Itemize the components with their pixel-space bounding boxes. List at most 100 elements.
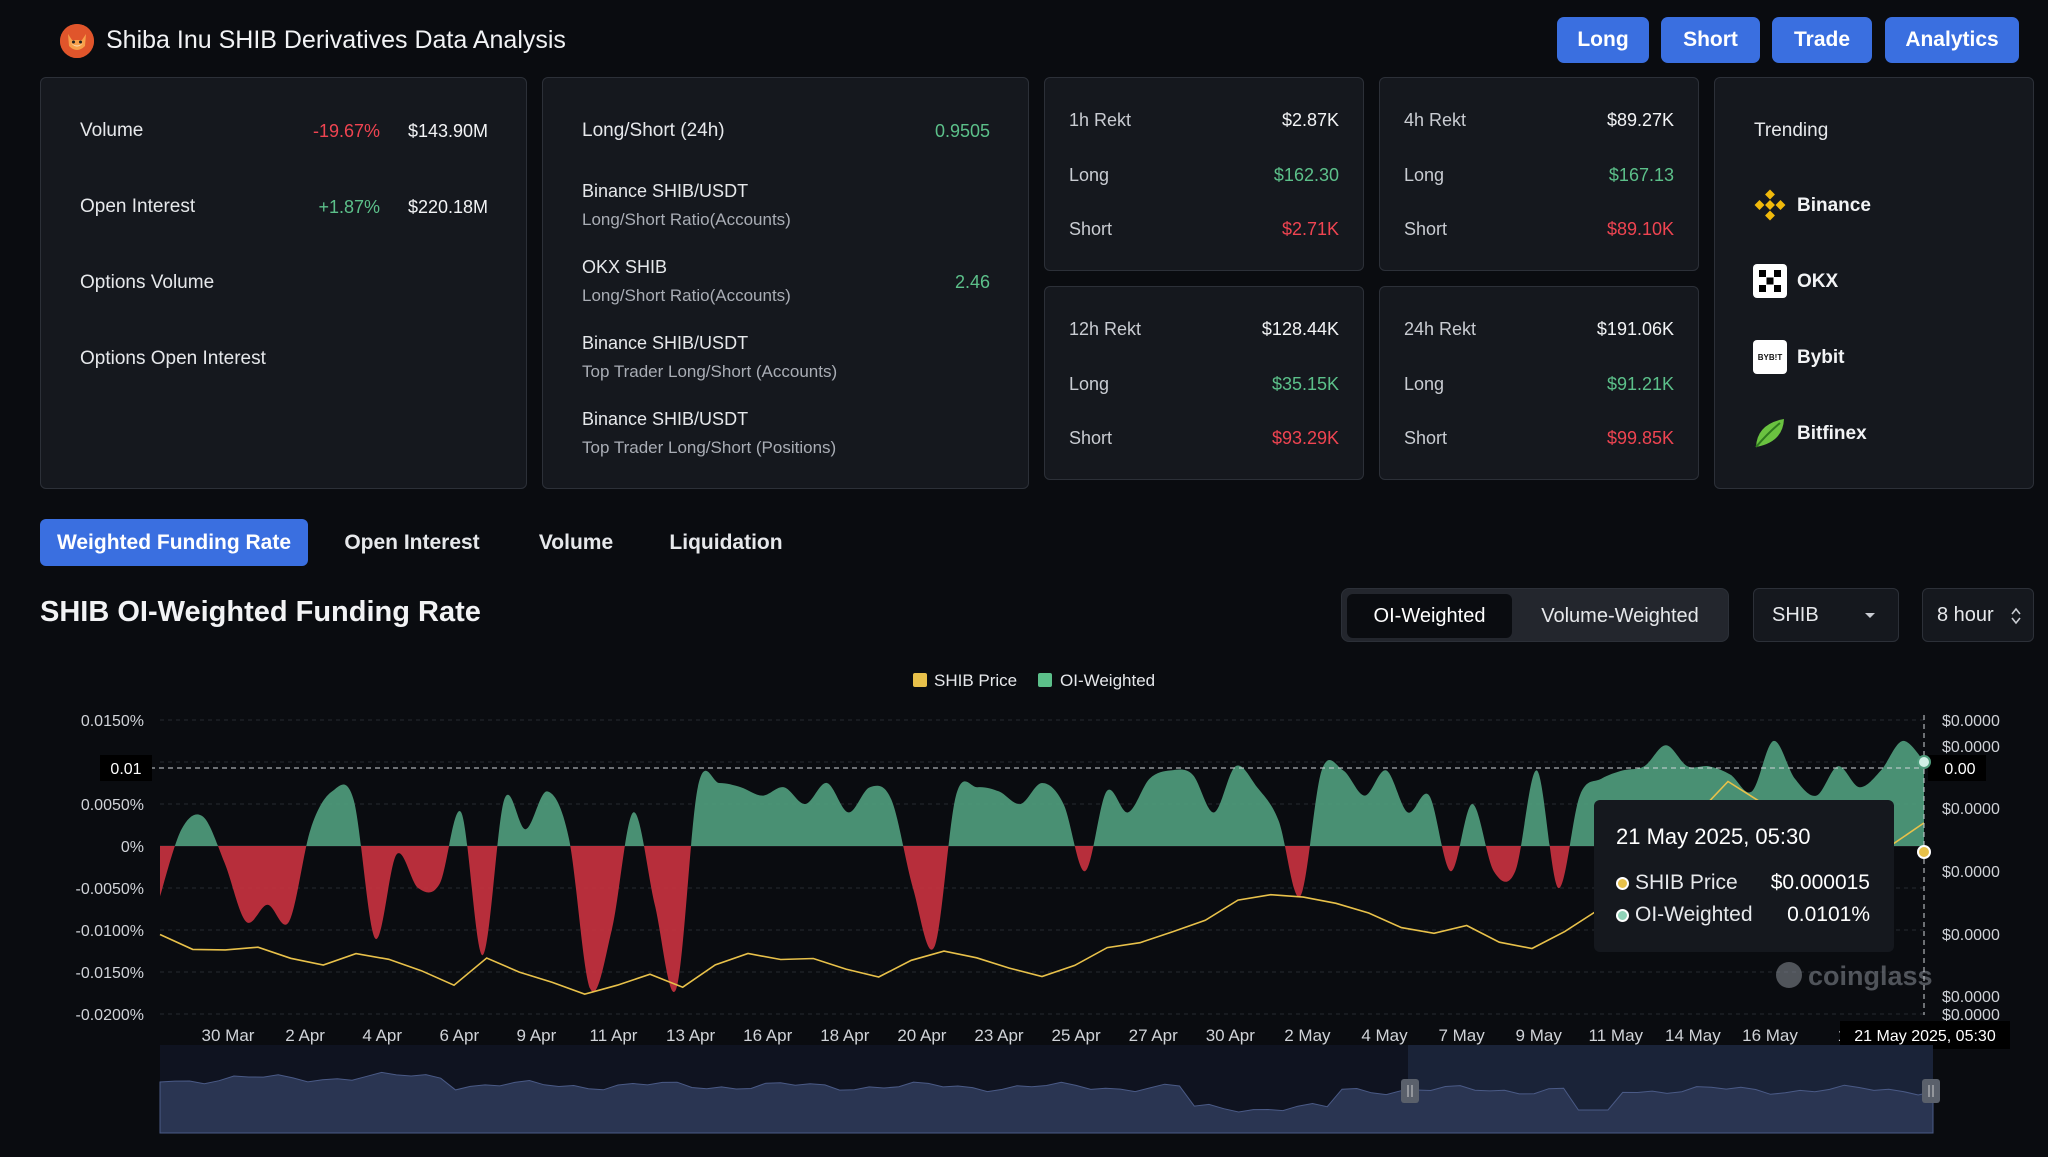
ratio-title[interactable]: Binance SHIB/USDT — [582, 181, 749, 201]
oi-dot-icon — [1616, 908, 1629, 922]
ratio-subtitle: Top Trader Long/Short (Positions) — [582, 438, 837, 457]
crosshair-right-box — [1928, 755, 1986, 781]
rekt-total: $89.27K — [1606, 110, 1674, 130]
crosshair-date-box — [1840, 1021, 2010, 1049]
volume-change: -19.67% — [312, 121, 380, 141]
up-down-chevron-icon — [2011, 607, 2021, 625]
rekt-long-value: $167.13 — [1608, 165, 1674, 185]
open-interest-value: $220.18M — [407, 197, 488, 217]
options-open-interest-label: Options Open Interest — [80, 348, 266, 369]
rekt-short-label: Short — [1069, 219, 1113, 239]
y-right-tick-label: $0.0000 — [1942, 713, 2000, 730]
y-tick-label: -0.0050% — [76, 881, 145, 898]
rekt-long-label: Long — [1069, 165, 1110, 185]
binance-icon — [1753, 188, 1787, 222]
crosshair-date-label: 21 May 2025, 05:30 — [1854, 1028, 1996, 1045]
options-volume-label: Options Volume — [80, 272, 215, 293]
y-tick-label: -0.0150% — [76, 965, 145, 982]
navigator-handle-left[interactable] — [1401, 1079, 1419, 1103]
ratio-title[interactable]: OKX SHIB — [582, 257, 668, 277]
x-tick-label: 4 Apr — [362, 1026, 402, 1045]
bitfinex-icon — [1753, 416, 1787, 450]
price-point-marker — [1917, 845, 1931, 859]
header: Shiba Inu SHIB Derivatives Data Analysis… — [0, 0, 2048, 78]
ratio-subtitle: Long/Short Ratio(Accounts) — [582, 210, 791, 229]
legend-price[interactable]: SHIB Price — [934, 671, 1017, 690]
x-tick-label: 16 Apr — [743, 1026, 792, 1045]
oi-weighted-negative-area — [160, 846, 1924, 992]
x-axis: 30 Mar 2 Apr 4 Apr 6 Apr 9 Apr 11 Apr 13 Apr 16… — [202, 1026, 1857, 1045]
ratio-subtitle: Top Trader Long/Short (Accounts) — [582, 362, 838, 381]
y-right-tick-label: $0.0000 — [1942, 801, 2000, 818]
chart-title: SHIB OI-Weighted Funding Rate — [40, 596, 481, 628]
trade-button[interactable]: Trade — [1772, 17, 1872, 63]
rekt-long-value: $162.30 — [1273, 165, 1339, 185]
rekt-long-label: Long — [1069, 374, 1110, 394]
tooltip-price-row: SHIB Price — [1616, 871, 1738, 895]
x-tick-label: 14 May — [1665, 1026, 1721, 1045]
ratio-title[interactable]: Binance SHIB/USDT — [582, 333, 749, 353]
open-interest-label: Open Interest — [80, 196, 196, 217]
tab-liquidation[interactable]: Liquidation — [669, 530, 783, 554]
rekt-label: 4h Rekt — [1404, 110, 1467, 130]
short-button[interactable]: Short — [1661, 17, 1760, 63]
legend-oi[interactable]: OI-Weighted — [1060, 671, 1155, 690]
crosshair-right-label: 0.00 — [1944, 761, 1975, 778]
tab-weighted-funding-rate[interactable]: Weighted Funding Rate — [40, 519, 308, 566]
tab-open-interest[interactable]: Open Interest — [344, 530, 480, 554]
crosshair: 0.01 0.00 21 May 2025, 05:30 — [100, 715, 2010, 1049]
navigator-handle-right[interactable] — [1922, 1079, 1940, 1103]
coinglass-logo-icon — [1776, 962, 1802, 988]
analytics-button[interactable]: Analytics — [1885, 17, 2019, 63]
trending-item-binance[interactable]: Binance — [1797, 195, 1871, 216]
rekt-short-label: Short — [1069, 428, 1113, 448]
overview-card: Volume -19.67% $143.90M Open Interest +1… — [40, 77, 527, 489]
coin-select-value: SHIB — [1772, 603, 1819, 626]
rekt-short-label: Short — [1404, 428, 1448, 448]
coin-select[interactable]: SHIB — [1753, 588, 1899, 642]
trending-item-bybit[interactable]: Bybit — [1797, 347, 1845, 368]
rekt-short-value: $89.10K — [1606, 219, 1674, 239]
okx-ratio-value: 2.46 — [954, 272, 990, 292]
range-navigator[interactable] — [159, 1045, 1940, 1134]
ratio-title[interactable]: Binance SHIB/USDT — [582, 409, 749, 429]
rekt-short-value: $2.71K — [1281, 219, 1339, 239]
long-button[interactable]: Long — [1557, 17, 1649, 63]
okx-icon — [1753, 264, 1787, 298]
trending-item-okx[interactable]: OKX — [1797, 271, 1839, 292]
y-right-tick-label: $0.0000 — [1942, 1007, 2000, 1024]
x-tick-label: 30 Mar — [202, 1026, 255, 1045]
x-tick-label: 4 May — [1361, 1026, 1408, 1045]
watermark-text: coinglass — [1808, 961, 1933, 991]
funding-rate-chart[interactable]: SHIB Price OI-Weighted 0.0150%0.00.0050%… — [0, 655, 2048, 1145]
x-tick-label: 23 Apr — [974, 1026, 1023, 1045]
oi-weighted-positive-area — [160, 740, 1924, 846]
rekt-short-label: Short — [1404, 219, 1448, 239]
tooltip-price-value: $0.000015 — [1770, 871, 1870, 894]
volume-label: Volume — [80, 120, 144, 141]
x-tick-label: 16 May — [1742, 1026, 1798, 1045]
page-title: Shiba Inu SHIB Derivatives Data Analysis — [106, 26, 566, 54]
tooltip-oi-row: OI-Weighted — [1616, 903, 1753, 927]
y-axis-right: $0.0000$0.0000$0.0000$0.0000$0.0000$0.00… — [1942, 713, 2000, 1024]
y-tick-label: -0.0100% — [76, 923, 145, 940]
y-right-tick-label: $0.0000 — [1942, 864, 2000, 881]
shiba-inu-logo-icon — [60, 24, 94, 58]
oi-weighted-option[interactable]: OI-Weighted — [1347, 594, 1512, 638]
y-tick-label: 0.0050% — [81, 797, 144, 814]
x-tick-label: 9 Apr — [517, 1026, 557, 1045]
trending-item-bitfinex[interactable]: Bitfinex — [1797, 423, 1867, 444]
trending-card: Trending Binance OKX BYB!T Bybit — [1714, 77, 2034, 489]
tab-volume[interactable]: Volume — [538, 530, 614, 554]
volume-weighted-option[interactable]: Volume-Weighted — [1541, 604, 1699, 627]
x-tick-label: 9 May — [1516, 1026, 1563, 1045]
rekt-long-label: Long — [1404, 374, 1445, 394]
long-short-card: Long/Short (24h) 0.9505 Binance SHIB/USD… — [542, 77, 1029, 489]
tooltip-oi-value: 0.0101% — [1787, 903, 1870, 926]
y-right-tick-label: $0.0000 — [1942, 739, 2000, 756]
rekt-short-value: $99.85K — [1606, 428, 1674, 448]
crosshair-left-box — [100, 755, 152, 781]
legend-swatch-price — [913, 673, 927, 687]
interval-select[interactable]: 8 hour — [1922, 588, 2034, 642]
open-interest-change: +1.87% — [318, 197, 380, 217]
